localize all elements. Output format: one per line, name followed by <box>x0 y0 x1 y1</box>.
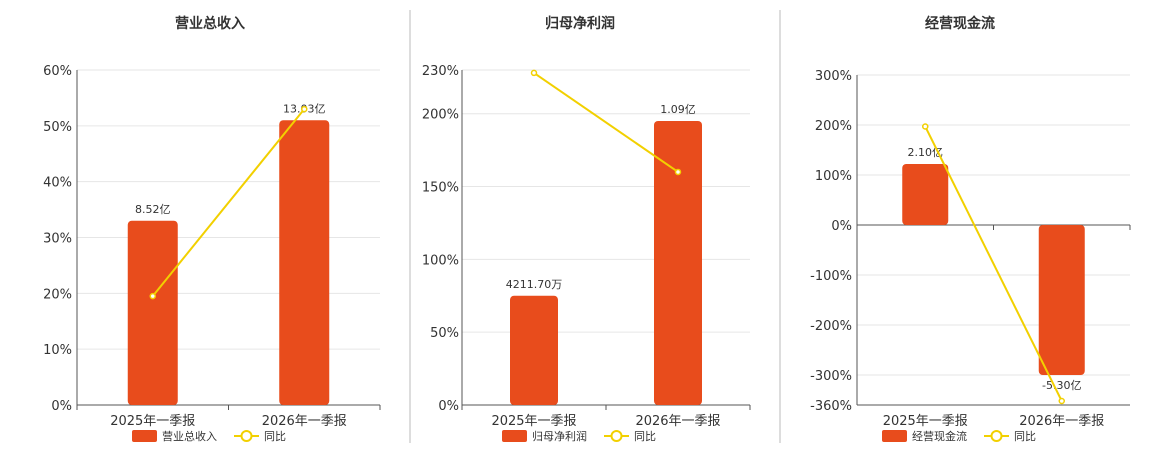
y-tick-label: 30% <box>43 232 72 247</box>
y-tick-label: 0% <box>831 219 852 234</box>
bar-2 <box>1038 225 1085 375</box>
legend-bar-swatch <box>882 430 907 442</box>
y-tick-label: 150% <box>422 181 459 196</box>
yoy-point-2 <box>674 168 682 176</box>
revenue-chart-title: 营业总收入 <box>175 15 245 32</box>
legend-line-marker <box>610 430 623 442</box>
y-tick-label: 200% <box>422 108 459 123</box>
y-tick-label: 0% <box>51 399 72 414</box>
yoy-line <box>924 126 1063 402</box>
x-category-label: 2026年一季报 <box>1019 414 1104 429</box>
y-tick-label: -300% <box>810 369 852 384</box>
y-tick-label: 0% <box>438 399 459 414</box>
bar-2 <box>279 120 330 405</box>
yoy-point-1 <box>530 69 538 77</box>
x-category-label: 2025年一季报 <box>883 414 968 429</box>
bar-value-label: 1.09亿 <box>660 103 696 116</box>
bar-value-label: 4211.70万 <box>506 278 563 291</box>
legend-bar-label: 经营现金流 <box>912 429 967 443</box>
bar-value-label: 2.10亿 <box>908 146 944 159</box>
bar-1 <box>127 220 178 405</box>
legend-bar-swatch <box>132 430 157 442</box>
y-tick-label: -100% <box>810 269 852 284</box>
y-tick-label: 200% <box>815 119 852 134</box>
y-tick-label: -360% <box>810 399 852 414</box>
legend-line-label: 同比 <box>264 430 286 443</box>
legend-bar-label: 营业总收入 <box>162 429 217 443</box>
y-tick-label: 50% <box>430 326 459 341</box>
legend-line-marker <box>240 430 253 442</box>
y-tick-label: 230% <box>422 64 459 79</box>
legend-line-marker <box>990 430 1003 442</box>
x-category-label: 2025年一季报 <box>110 414 195 429</box>
y-tick-label: 40% <box>43 176 72 191</box>
bar-2 <box>654 120 702 405</box>
yoy-line <box>533 72 679 173</box>
y-tick-label: 20% <box>43 287 72 302</box>
yoy-point-2 <box>301 105 308 113</box>
cash-flow-chart-title: 经营现金流 <box>925 15 995 32</box>
yoy-line <box>151 108 306 297</box>
x-category-label: 2025年一季报 <box>491 414 576 429</box>
y-tick-label: 50% <box>43 120 72 135</box>
bar-value-label: 8.52亿 <box>135 203 171 216</box>
y-tick-label: 60% <box>43 64 72 79</box>
y-tick-label: 10% <box>43 343 72 358</box>
legend-bar-swatch <box>502 430 527 442</box>
legend-bar-label: 归母净利润 <box>532 429 587 443</box>
bar-1 <box>510 295 558 405</box>
yoy-point-2 <box>1058 397 1065 405</box>
net-profit-chart-title: 归母净利润 <box>545 15 615 32</box>
legend-line-label: 同比 <box>1014 430 1036 443</box>
bar-1 <box>902 164 949 225</box>
y-tick-label: 100% <box>422 253 459 268</box>
yoy-point-1 <box>149 292 156 300</box>
yoy-point-1 <box>922 123 929 130</box>
legend-line-label: 同比 <box>634 430 656 443</box>
x-category-label: 2026年一季报 <box>635 414 720 429</box>
y-tick-label: 300% <box>815 69 852 84</box>
x-category-label: 2026年一季报 <box>262 414 347 429</box>
y-tick-label: 100% <box>815 169 852 184</box>
y-tick-label: -200% <box>810 319 852 334</box>
bar-value-label: -5.30亿 <box>1042 379 1081 392</box>
